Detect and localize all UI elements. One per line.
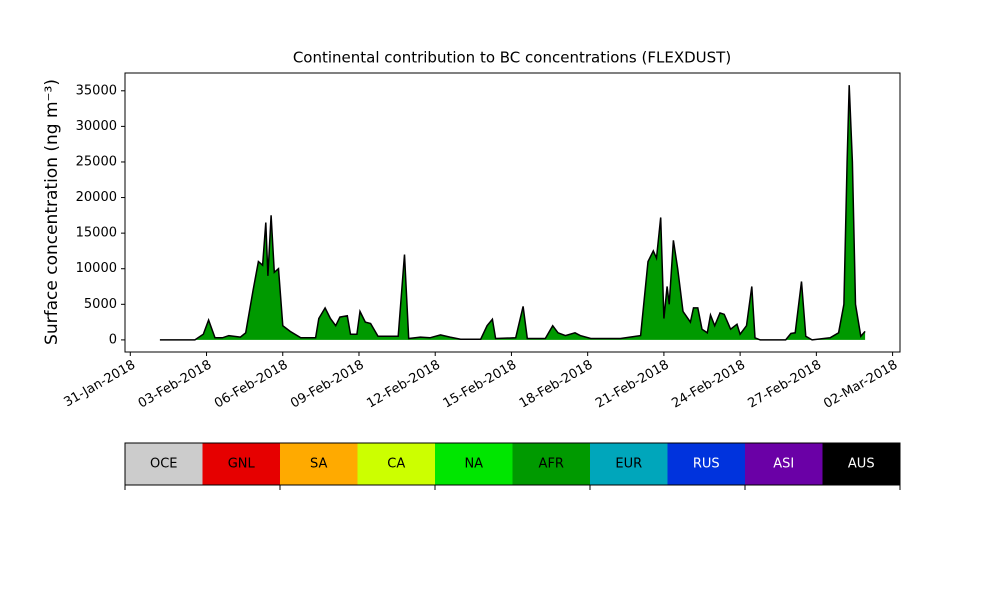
colorbar-swatch <box>280 443 358 485</box>
colorbar-label: RUS <box>693 457 720 472</box>
colorbar-label: AUS <box>848 457 875 472</box>
x-tick-label: 02-Mar-2018 <box>821 358 900 412</box>
x-tick-label: 06-Feb-2018 <box>212 358 291 412</box>
colorbar-frame <box>124 442 901 486</box>
x-tick-label: 31-Jan-2018 <box>61 358 138 411</box>
colorbar-label: EUR <box>615 457 642 472</box>
y-axis-label: Surface concentration (ng m⁻³) <box>42 79 62 345</box>
y-tick-label: 5000 <box>84 297 117 312</box>
y-tick-label: 20000 <box>76 190 117 205</box>
colorbar-label: GNL <box>228 457 256 472</box>
colorbar-swatch <box>512 443 590 485</box>
colorbar-swatch <box>745 443 823 485</box>
colorbar-label: ASI <box>773 457 794 472</box>
x-tick-label: 24-Feb-2018 <box>669 358 748 412</box>
colorbar-label: NA <box>464 457 483 472</box>
colorbar-label: OCE <box>150 457 178 472</box>
x-tick-label: 18-Feb-2018 <box>517 358 596 412</box>
x-tick-label: 21-Feb-2018 <box>593 358 672 412</box>
colorbar-label: AFR <box>539 457 564 472</box>
total-line <box>159 85 866 341</box>
colorbar-swatch <box>590 443 668 485</box>
x-tick-label: 12-Feb-2018 <box>364 358 443 412</box>
y-tick-label: 0 <box>109 332 117 347</box>
y-tick-label: 35000 <box>76 83 117 98</box>
colorbar-swatch <box>822 443 900 485</box>
area <box>159 85 866 340</box>
x-tick-label: 03-Feb-2018 <box>136 358 215 412</box>
x-tick-label: 15-Feb-2018 <box>441 358 520 412</box>
y-tick-label: 10000 <box>76 261 117 276</box>
x-tick-label: 27-Feb-2018 <box>746 358 825 412</box>
colorbar-swatch <box>202 443 280 485</box>
chart-title: Continental contribution to BC concentra… <box>293 49 731 67</box>
colorbar-swatch <box>125 443 203 485</box>
y-tick-label: 30000 <box>76 119 117 134</box>
y-tick-label: 25000 <box>76 154 117 169</box>
colorbar-swatch <box>667 443 745 485</box>
colorbar-label: SA <box>310 457 327 472</box>
plot-frame <box>124 72 901 353</box>
colorbar-label: CA <box>387 457 405 472</box>
y-tick-label: 15000 <box>76 226 117 241</box>
x-tick-label: 09-Feb-2018 <box>288 358 367 412</box>
colorbar-swatch <box>435 443 513 485</box>
colorbar-swatch <box>357 443 435 485</box>
